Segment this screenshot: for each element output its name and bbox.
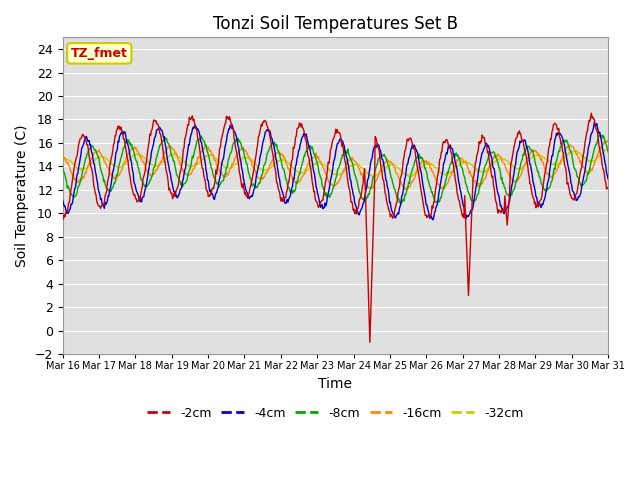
Text: TZ_fmet: TZ_fmet xyxy=(71,47,128,60)
Legend: -2cm, -4cm, -8cm, -16cm, -32cm: -2cm, -4cm, -8cm, -16cm, -32cm xyxy=(143,402,528,424)
Y-axis label: Soil Temperature (C): Soil Temperature (C) xyxy=(15,124,29,267)
X-axis label: Time: Time xyxy=(318,377,353,391)
Title: Tonzi Soil Temperatures Set B: Tonzi Soil Temperatures Set B xyxy=(213,15,458,33)
